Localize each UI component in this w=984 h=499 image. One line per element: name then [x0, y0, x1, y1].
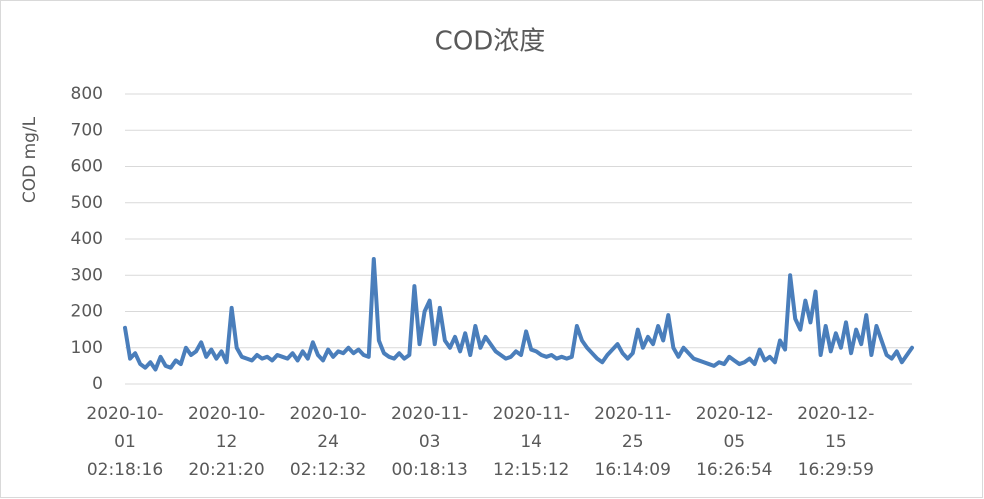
y-tick-label: 700 [71, 120, 103, 140]
x-tick-label: 2020-11- 25 16:14:09 [594, 404, 672, 480]
y-tick-label: 0 [92, 374, 103, 394]
x-tick-label: 2020-10- 01 02:18:16 [86, 404, 164, 480]
x-tick-label: 2020-12- 15 16:29:59 [797, 404, 875, 480]
y-tick-label: 500 [71, 193, 103, 213]
x-tick-label: 2020-12- 05 16:26:54 [695, 404, 773, 480]
x-tick-label: 2020-10- 12 20:21:20 [187, 404, 266, 480]
x-tick-label: 2020-10- 24 02:12:32 [289, 404, 367, 480]
y-tick-label: 300 [71, 265, 103, 285]
y-tick-label: 200 [71, 302, 103, 322]
y-tick-label: 600 [71, 157, 103, 177]
x-tick-label: 2020-11- 03 00:18:13 [391, 404, 469, 480]
y-tick-label: 100 [71, 338, 103, 358]
y-axis-label: COD mg/L [20, 116, 40, 203]
y-tick-label: 800 [71, 84, 103, 104]
chart-title: COD浓度 [435, 27, 546, 57]
x-tick-label: 2020-11- 14 12:15:12 [492, 404, 570, 480]
y-tick-label: 400 [71, 229, 103, 249]
data-line [123, 256, 914, 372]
